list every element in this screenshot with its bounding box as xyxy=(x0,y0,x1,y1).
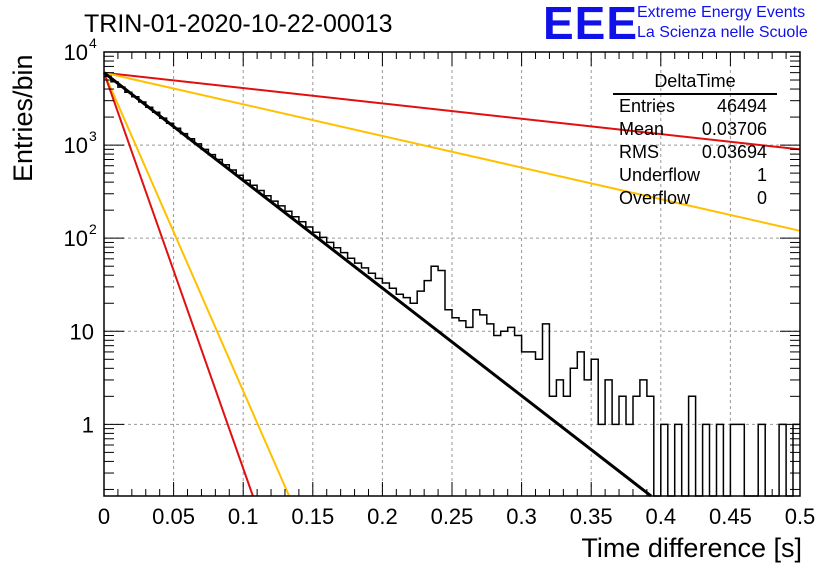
y-tick-exponent: 3 xyxy=(89,128,97,144)
fit-line xyxy=(103,71,653,498)
x-axis-title: Time difference [s] xyxy=(581,533,802,563)
stats-label: Mean xyxy=(619,119,665,139)
x-tick-label: 0.35 xyxy=(570,504,613,529)
y-tick-label: 10 xyxy=(64,133,88,158)
x-tick-label: 0.4 xyxy=(646,504,677,529)
axis-ticks xyxy=(103,51,801,496)
stats-label: Underflow xyxy=(619,165,701,185)
stats-row: Mean 0.03706 xyxy=(613,118,777,141)
x-tick-label: 0 xyxy=(98,504,110,529)
stats-label: RMS xyxy=(619,142,659,162)
x-tick-label: 0.15 xyxy=(291,504,334,529)
x-tick-label: 0.45 xyxy=(709,504,752,529)
histogram-outline xyxy=(104,75,800,497)
histogram xyxy=(104,75,800,497)
reference-curves xyxy=(103,71,801,497)
y-tick-exponent: 2 xyxy=(89,221,97,237)
grid-lines xyxy=(104,52,800,496)
x-tick-label: 0.1 xyxy=(228,504,259,529)
reference-curve xyxy=(103,71,801,232)
stats-row: Entries 46494 xyxy=(613,95,777,118)
x-tick-label: 0.5 xyxy=(785,504,816,529)
x-tick-label: 0.3 xyxy=(506,504,537,529)
y-tick-label: 1 xyxy=(82,412,94,437)
x-tick-label: 0.25 xyxy=(431,504,474,529)
y-tick-label: 10 xyxy=(70,319,94,344)
stats-row: RMS 0.03694 xyxy=(613,141,777,164)
x-tick-labels: 0 0.05 0.1 0.15 0.2 0.25 0.3 0.35 0.4 0.45 0.5 xyxy=(98,504,815,529)
x-tick-label: 0.05 xyxy=(152,504,195,529)
y-tick-exponent: 4 xyxy=(89,35,97,51)
fit-line xyxy=(103,71,653,498)
reference-curve xyxy=(103,71,801,151)
chart-title: TRIN-01-2020-10-22-00013 xyxy=(84,10,393,38)
x-tick-label: 0.2 xyxy=(367,504,398,529)
logo-line-1: Extreme Energy Events xyxy=(637,4,806,21)
stats-box: DeltaTime Entries 46494 Mean 0.03706 RMS… xyxy=(613,71,777,210)
stats-row: Overflow 0 xyxy=(613,187,777,210)
logo-line-2: La Scienza nelle Scuole xyxy=(637,24,808,41)
eee-logo: EEE xyxy=(543,0,639,49)
reference-curve xyxy=(103,72,291,497)
stats-value: 46494 xyxy=(716,96,767,116)
y-tick-label: 10 xyxy=(64,226,88,251)
y-tick-label: 10 xyxy=(64,40,88,65)
stats-title: DeltaTime xyxy=(613,71,777,95)
stats-value: 0.03694 xyxy=(701,142,767,162)
stats-label: Overflow xyxy=(619,188,691,208)
stats-row: Underflow 1 xyxy=(613,164,777,187)
reference-curve xyxy=(103,72,254,497)
stats-value: 0.03706 xyxy=(701,119,767,139)
stats-label: Entries xyxy=(619,96,676,116)
stats-value: 0 xyxy=(756,188,767,208)
stats-value: 1 xyxy=(756,165,767,185)
y-axis-title: Entries/bin xyxy=(8,54,38,182)
